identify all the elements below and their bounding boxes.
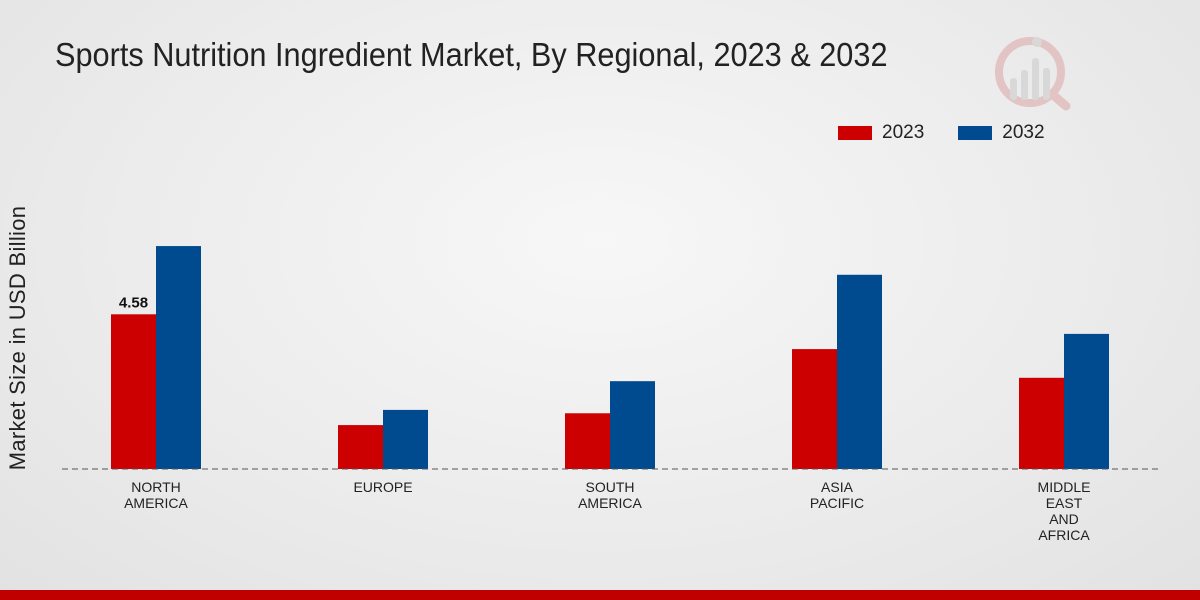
bar-2032-north-america [156, 246, 201, 469]
chart-title: Sports Nutrition Ingredient Market, By R… [55, 36, 888, 73]
legend-item-2032: 2032 [958, 122, 1045, 144]
bar-2032-middle-east-and-africa [1064, 333, 1109, 469]
legend: 2023 2032 [838, 122, 1079, 144]
x-tick-label: ASIA PACIFIC [810, 479, 864, 511]
bar-2023-europe [338, 425, 383, 469]
logo-icon [994, 30, 1074, 119]
legend-swatch-2032 [958, 126, 993, 140]
x-tick-label: SOUTH AMERICA [578, 479, 642, 511]
bar-2032-europe [383, 409, 428, 469]
data-label: 4.58 [119, 294, 148, 311]
legend-item-2023: 2023 [838, 122, 924, 144]
bottom-accent-bar [0, 590, 1200, 600]
bar-2023-south-america [565, 413, 610, 469]
legend-label-2023: 2023 [882, 122, 925, 143]
bar-2023-asia-pacific [792, 349, 837, 469]
bar-2032-asia-pacific [837, 274, 882, 469]
x-tick-label: MIDDLE EAST AND AFRICA [1038, 479, 1091, 543]
bar-2023-middle-east-and-africa [1019, 377, 1064, 469]
bar-2032-south-america [610, 381, 655, 469]
x-tick-label: NORTH AMERICA [124, 479, 188, 511]
bar-2023-north-america [111, 314, 156, 469]
x-tick-label: EUROPE [353, 479, 412, 495]
legend-label-2032: 2032 [1002, 122, 1045, 143]
legend-swatch-2023 [838, 126, 872, 140]
